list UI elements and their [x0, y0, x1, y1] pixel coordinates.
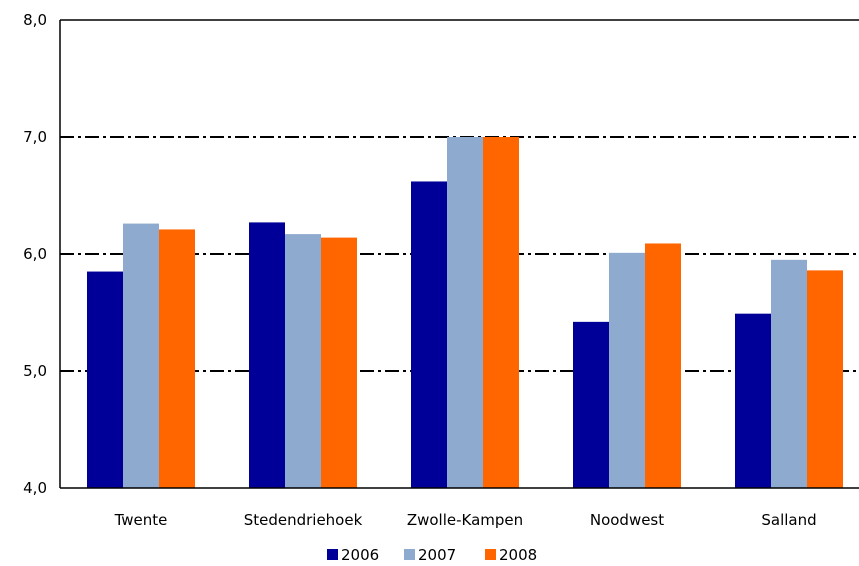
x-category-label: Salland [761, 511, 816, 529]
bar-2008-noodwest [645, 243, 681, 488]
bar-2006-noodwest [573, 321, 609, 488]
bar-2007-noodwest [609, 252, 645, 488]
legend: 2006 2007 2008 [327, 546, 537, 564]
bar-2008-stedendriehoek [321, 237, 357, 488]
bar-2006-twente [87, 271, 123, 488]
bar-2007-zwolle-kampen [447, 137, 483, 488]
bar-2006-zwolle-kampen [411, 181, 447, 488]
bar-2008-zwolle-kampen [483, 137, 519, 488]
x-category-label: Twente [114, 511, 168, 529]
legend-label-2006: 2006 [341, 546, 379, 564]
bar-2007-stedendriehoek [285, 234, 321, 488]
y-tick-label: 8,0 [23, 11, 47, 29]
bar-2007-twente [123, 223, 159, 488]
y-tick-label: 7,0 [23, 128, 47, 146]
x-axis-categories: Twente Stedendriehoek Zwolle-Kampen Noodwes… [114, 511, 817, 529]
y-axis-ticks: 4,0 5,0 6,0 7,0 8,0 [23, 11, 47, 497]
legend-label-2008: 2008 [499, 546, 537, 564]
bar-2006-stedendriehoek [249, 222, 285, 488]
x-category-label: Zwolle-Kampen [407, 511, 523, 529]
bar-2006-salland [735, 313, 771, 488]
x-category-label: Stedendriehoek [244, 511, 363, 529]
bars [87, 137, 843, 488]
y-tick-label: 4,0 [23, 479, 47, 497]
legend-label-2007: 2007 [418, 546, 456, 564]
bar-2007-salland [771, 259, 807, 488]
bar-2008-salland [807, 270, 843, 488]
y-tick-label: 5,0 [23, 362, 47, 380]
y-tick-label: 6,0 [23, 245, 47, 263]
legend-swatch-2007 [404, 549, 415, 560]
x-category-label: Noodwest [590, 511, 664, 529]
legend-swatch-2008 [485, 549, 496, 560]
bar-2008-twente [159, 229, 195, 488]
legend-swatch-2006 [327, 549, 338, 560]
